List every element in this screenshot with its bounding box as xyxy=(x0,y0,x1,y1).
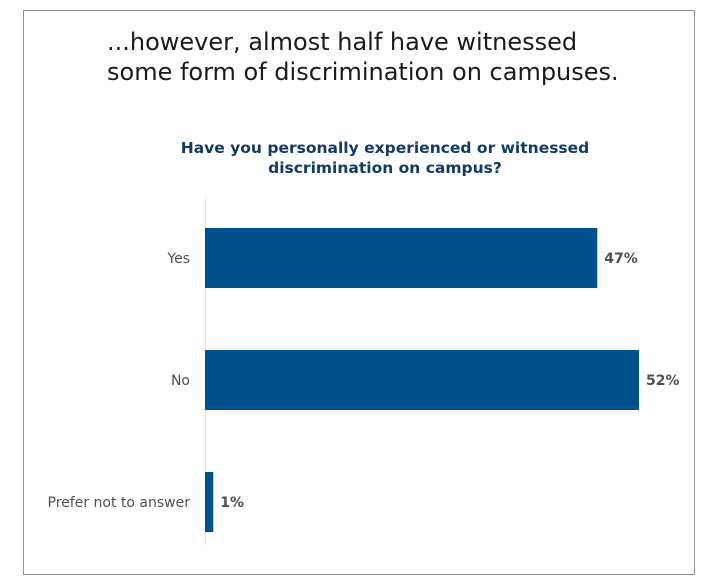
bars-layer: Yes 47% No 52% Prefer not to answer 1% xyxy=(48,228,680,532)
category-label-yes: Yes xyxy=(166,251,190,267)
category-label-prefer-not-to-answer: Prefer not to answer xyxy=(48,495,191,511)
slide-headline: ...however, almost half have witnessed s… xyxy=(107,27,687,87)
bar-yes xyxy=(205,228,598,288)
chart-title: Have you personally experienced or witne… xyxy=(100,138,670,178)
chart-title-line-2: discrimination on campus? xyxy=(268,159,502,177)
data-label-prefer-not-to-answer: 1% xyxy=(220,495,244,511)
bar-no xyxy=(205,350,639,410)
data-label-no: 52% xyxy=(646,373,680,389)
bar-prefer-not-to-answer xyxy=(205,472,214,532)
headline-line-1: ...however, almost half have witnessed xyxy=(107,28,578,56)
data-label-yes: 47% xyxy=(604,251,638,267)
chart-title-line-1: Have you personally experienced or witne… xyxy=(180,139,590,157)
category-label-no: No xyxy=(171,373,190,389)
slide-frame xyxy=(23,10,695,575)
headline-line-2: some form of discrimination on campuses. xyxy=(107,58,619,86)
